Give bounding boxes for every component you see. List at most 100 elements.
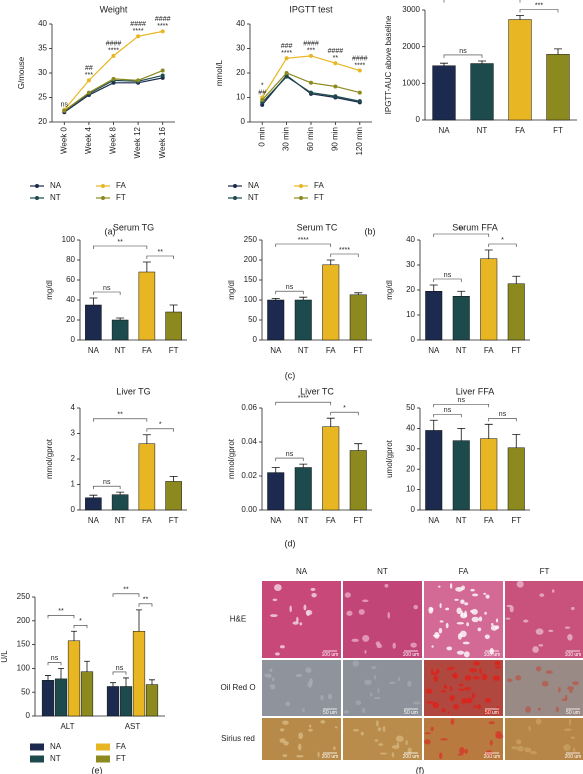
bar xyxy=(508,19,532,121)
tissue-texture xyxy=(537,707,541,711)
tissue-texture xyxy=(495,625,500,630)
annotation: ** xyxy=(333,55,339,62)
scale-label: 200 um xyxy=(484,754,501,760)
bar xyxy=(54,678,68,717)
tissue-texture xyxy=(317,751,320,758)
tissue-texture xyxy=(407,747,412,754)
series-marker xyxy=(333,61,338,66)
tissue-texture xyxy=(275,652,280,656)
error-bar xyxy=(116,317,125,320)
y-tick-label: 100 xyxy=(17,664,31,673)
tissue-texture xyxy=(505,617,511,620)
significance-label: ns xyxy=(51,655,59,662)
series-marker xyxy=(284,56,289,61)
tissue-texture xyxy=(506,604,513,608)
tissue-texture xyxy=(351,638,359,642)
tissue-texture xyxy=(558,686,561,693)
significance-bracket xyxy=(519,9,559,13)
annotation: *** xyxy=(307,48,315,55)
significance-bracket xyxy=(93,291,121,295)
tissue-texture xyxy=(455,586,464,592)
annotation: **** xyxy=(157,23,168,30)
tissue-texture xyxy=(470,588,475,592)
tissue-texture xyxy=(449,583,453,589)
significance-bracket xyxy=(73,624,88,629)
y-tick-label: 25 xyxy=(38,93,47,102)
tissue-texture xyxy=(371,665,377,670)
y-tick-label: 40 xyxy=(236,19,245,28)
tissue-texture xyxy=(447,667,450,671)
significance-label: ns xyxy=(499,411,507,418)
y-tick-label: 60 xyxy=(66,275,75,284)
tissue-texture xyxy=(452,703,460,710)
tissue-texture xyxy=(333,746,336,751)
tissue-texture xyxy=(551,589,555,593)
chart-title: Serum FFA xyxy=(452,222,498,232)
tissue-texture xyxy=(464,674,472,681)
tissue-texture xyxy=(572,681,579,686)
significance-bracket xyxy=(47,662,62,666)
bar xyxy=(111,319,129,341)
tissue-texture xyxy=(523,619,529,623)
error-bar xyxy=(512,275,521,284)
y-tick-label: 200 xyxy=(244,255,258,264)
legend-label: FT xyxy=(314,193,324,202)
series-marker xyxy=(357,90,362,95)
series-marker xyxy=(111,53,116,58)
x-tick-label: FT xyxy=(553,126,563,135)
tissue-texture xyxy=(266,673,272,679)
tissue-texture xyxy=(302,708,305,713)
y-tick-label: 50 xyxy=(21,687,30,696)
y-tick-label: 0 xyxy=(411,505,416,514)
series-marker xyxy=(86,78,91,83)
tissue-texture xyxy=(334,726,338,729)
error-bar xyxy=(116,491,125,495)
tissue-texture xyxy=(384,583,389,588)
y-tick-label: 20 xyxy=(38,117,47,126)
chart-title: Serum TG xyxy=(113,222,154,232)
error-bar xyxy=(354,292,363,295)
significance-label: ns xyxy=(286,284,294,291)
tissue-texture xyxy=(346,610,353,616)
y-tick-label: 0 xyxy=(416,115,421,124)
y-tick-label: 20 xyxy=(406,285,415,294)
tissue-texture xyxy=(516,580,524,588)
legend-marker xyxy=(299,184,303,188)
tissue-texture xyxy=(472,593,479,597)
x-tick-label: FA xyxy=(142,346,152,355)
bar xyxy=(480,258,498,341)
tissue-texture xyxy=(477,703,482,710)
tissue-texture xyxy=(376,643,383,649)
tissue-texture xyxy=(471,616,480,623)
y-tick-label: 2000 xyxy=(402,42,420,51)
y-tick-label: 40 xyxy=(38,19,47,28)
legend-label: NA xyxy=(248,181,260,190)
y-tick-label: 0.02 xyxy=(241,471,257,480)
tissue-texture xyxy=(364,650,367,654)
tissue-texture xyxy=(456,622,465,625)
significance-label: ** xyxy=(459,227,465,234)
y-tick-label: 40 xyxy=(66,295,75,304)
x-tick-label: NT xyxy=(477,126,488,135)
legend-label: NA xyxy=(50,742,62,751)
significance-bracket xyxy=(275,401,332,406)
x-tick-label: NA xyxy=(438,126,450,135)
series-marker xyxy=(136,78,141,83)
y-tick-label: 250 xyxy=(17,592,31,601)
significance-bracket xyxy=(138,603,153,607)
bar xyxy=(138,271,156,341)
tissue-texture xyxy=(397,676,401,682)
tissue-texture xyxy=(464,686,471,691)
tissue-texture xyxy=(360,731,364,736)
legend-swatch xyxy=(96,743,110,751)
tissue-texture xyxy=(461,698,467,704)
error-bar xyxy=(89,297,98,305)
significance-bracket xyxy=(330,253,359,257)
tissue-texture xyxy=(270,686,276,690)
tissue-texture xyxy=(431,645,434,648)
bar xyxy=(111,494,129,511)
tissue-texture xyxy=(494,665,502,669)
significance-label: ** xyxy=(117,239,123,246)
x-tick-label: Week 12 xyxy=(133,126,142,158)
tissue-texture xyxy=(374,739,379,742)
